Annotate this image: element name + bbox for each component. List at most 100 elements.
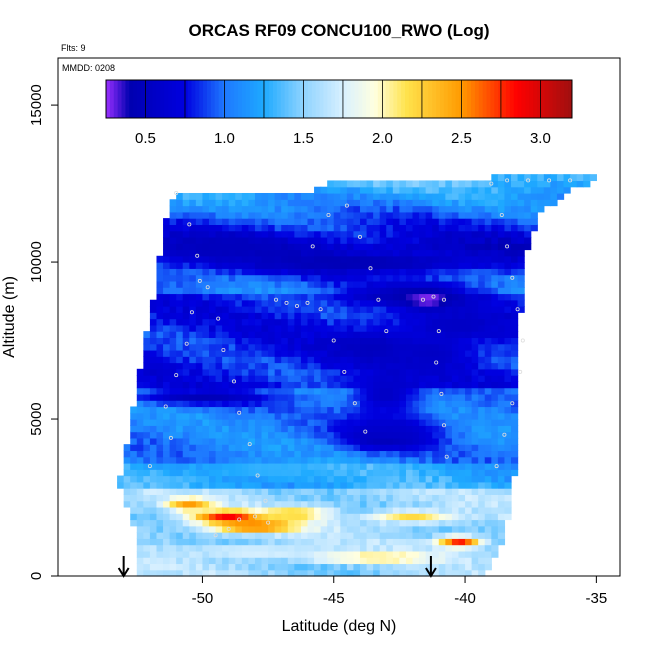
heatmap-cell	[451, 525, 460, 533]
heatmap-cell	[445, 450, 453, 458]
heatmap-cell	[268, 538, 276, 546]
heatmap-cell	[215, 255, 223, 263]
heatmap-cell	[405, 475, 414, 483]
heatmap-cell	[281, 444, 289, 452]
heatmap-cell	[340, 525, 348, 533]
heatmap-cell	[458, 287, 466, 295]
heatmap-cell	[143, 500, 151, 508]
x-tick-label: -35	[586, 590, 608, 607]
heatmap-cell	[392, 324, 401, 332]
heatmap-cell	[215, 557, 223, 565]
heatmap-cell	[149, 425, 158, 433]
heatmap-cell	[307, 312, 315, 320]
heatmap-cell	[254, 400, 263, 408]
heatmap-cell	[274, 356, 282, 364]
heatmap-cell	[327, 299, 335, 307]
heatmap-cell	[222, 255, 230, 263]
heatmap-cell	[458, 488, 466, 495]
heatmap-cell	[530, 192, 538, 200]
heatmap-cell	[491, 437, 499, 445]
heatmap-cell	[353, 500, 361, 508]
heatmap-cell	[195, 312, 204, 320]
heatmap-cell	[156, 387, 164, 395]
heatmap-cell	[445, 211, 453, 219]
heatmap-cell	[261, 293, 269, 301]
heatmap-cell	[261, 412, 269, 420]
heatmap-cell	[136, 500, 144, 508]
heatmap-cell	[491, 199, 499, 207]
heatmap-cell	[287, 525, 295, 533]
colorbar-swatch	[269, 80, 274, 118]
heatmap-cell	[307, 368, 315, 376]
heatmap-cell	[327, 343, 335, 351]
heatmap-cell	[149, 500, 158, 508]
heatmap-cell	[471, 268, 479, 276]
heatmap-cell	[491, 343, 499, 351]
heatmap-cell	[458, 481, 466, 489]
heatmap-cell	[189, 262, 197, 269]
heatmap-cell	[241, 331, 249, 339]
heatmap-cell	[215, 368, 223, 376]
heatmap-cell	[497, 532, 506, 539]
heatmap-cell	[287, 513, 295, 521]
heatmap-cell	[327, 494, 335, 502]
arrow-marker	[117, 556, 130, 578]
heatmap-cell	[189, 519, 197, 527]
heatmap-cell	[274, 513, 282, 521]
heatmap-cell	[425, 406, 433, 414]
flight-point	[147, 464, 152, 469]
heatmap-cell	[254, 494, 263, 502]
heatmap-cell	[438, 412, 446, 420]
heatmap-cell	[438, 400, 446, 408]
heatmap-cell	[228, 412, 236, 420]
heatmap-cell	[300, 381, 309, 389]
heatmap-cell	[163, 488, 171, 495]
heatmap-cell	[274, 199, 282, 207]
heatmap-cell	[176, 475, 184, 483]
heatmap-cell	[195, 306, 204, 313]
heatmap-cell	[254, 343, 263, 351]
colorbar-swatch	[257, 80, 262, 118]
heatmap-cell	[314, 356, 322, 364]
heatmap-cell	[169, 381, 177, 389]
heatmap-cell	[182, 343, 190, 351]
heatmap-cell	[392, 331, 401, 339]
heatmap-cell	[254, 519, 263, 527]
heatmap-cell	[287, 318, 295, 326]
heatmap-cell	[248, 287, 256, 295]
heatmap-cell	[484, 381, 492, 389]
heatmap-cell	[392, 393, 401, 401]
heatmap-cell	[169, 349, 177, 357]
heatmap-cell	[392, 412, 401, 420]
heatmap-cell	[209, 199, 217, 207]
heatmap-cell	[274, 337, 282, 345]
heatmap-cell	[327, 362, 335, 370]
heatmap-cell	[458, 450, 466, 458]
heatmap-cell	[340, 550, 348, 558]
heatmap-cell	[405, 343, 414, 351]
heatmap-cell	[314, 469, 322, 477]
heatmap-cell	[360, 425, 368, 433]
heatmap-cell	[149, 444, 158, 452]
heatmap-cell	[419, 563, 427, 571]
heatmap-cell	[143, 563, 151, 571]
heatmap-cell	[169, 494, 177, 502]
heatmap-cell	[235, 525, 243, 533]
heatmap-cell	[169, 236, 177, 244]
heatmap-cell	[287, 544, 295, 552]
heatmap-cell	[327, 532, 335, 539]
heatmap-cell	[261, 375, 269, 382]
heatmap-cell	[511, 262, 519, 269]
heatmap-cell	[320, 186, 328, 194]
heatmap-cell	[222, 287, 230, 295]
heatmap-cell	[182, 318, 190, 326]
heatmap-cell	[287, 306, 295, 313]
heatmap-cell	[360, 406, 368, 414]
heatmap-cell	[169, 387, 177, 395]
heatmap-cell	[386, 563, 394, 571]
heatmap-cell	[511, 462, 519, 470]
heatmap-cell	[123, 481, 131, 489]
heatmap-cell	[281, 519, 289, 527]
heatmap-cell	[478, 500, 486, 508]
heatmap-cell	[176, 337, 184, 345]
